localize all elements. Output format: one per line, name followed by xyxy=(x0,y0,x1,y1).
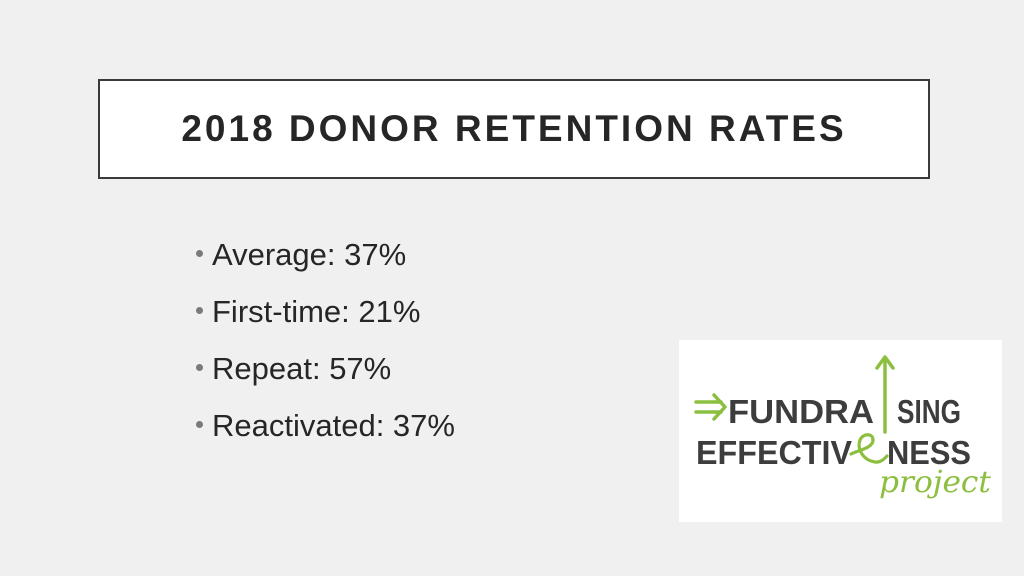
fundraising-effectiveness-project-logo: FUNDRA SING EFFECTIV NESS project xyxy=(679,340,1002,522)
slide-title: 2018 DONOR RETENTION RATES xyxy=(181,108,847,149)
logo-line2-left: EFFECTIV xyxy=(696,434,852,471)
logo-line2-right: NESS xyxy=(887,434,971,471)
bullet-icon xyxy=(196,307,203,314)
bullet-text: Average: 37% xyxy=(212,236,407,272)
double-arrow-icon xyxy=(694,393,727,421)
list-item: First-time: 21% xyxy=(196,283,455,340)
bullet-icon xyxy=(196,364,203,371)
title-box: 2018 DONOR RETENTION RATES xyxy=(98,79,930,179)
bullet-text: First-time: 21% xyxy=(212,293,421,329)
list-item: Reactivated: 37% xyxy=(196,397,455,454)
bullet-icon xyxy=(196,250,203,257)
list-item: Repeat: 57% xyxy=(196,340,455,397)
script-e-mark xyxy=(849,433,889,464)
bullet-list: Average: 37% First-time: 21% Repeat: 57%… xyxy=(196,226,455,454)
logo-script-word: project xyxy=(879,465,992,500)
logo-graphic: FUNDRA SING EFFECTIV NESS project xyxy=(694,355,992,500)
logo-line1-right: SING xyxy=(897,393,961,430)
up-arrow-icon xyxy=(875,355,895,434)
bullet-text: Repeat: 57% xyxy=(212,350,392,386)
list-item: Average: 37% xyxy=(196,226,455,283)
bullet-text: Reactivated: 37% xyxy=(212,407,455,443)
bullet-icon xyxy=(196,421,203,428)
logo-line1-left: FUNDRA xyxy=(728,393,874,430)
